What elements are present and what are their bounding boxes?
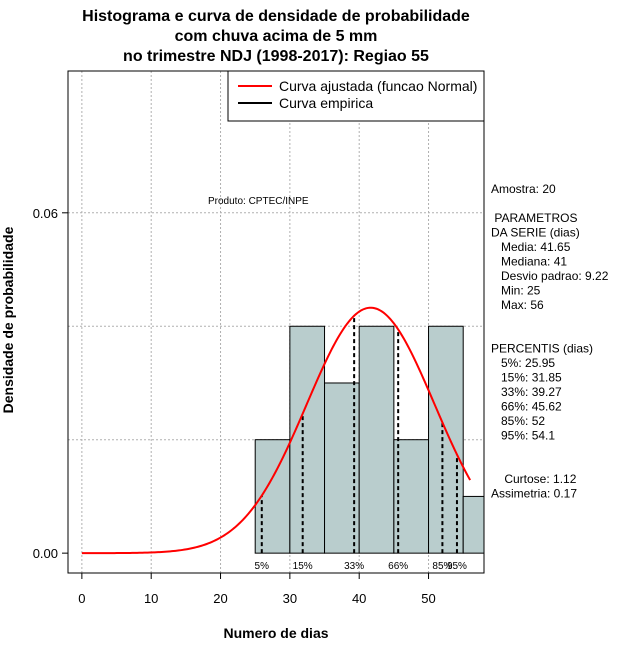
stats-line: PARAMETROS <box>491 211 577 225</box>
stats-line: Assimetria: 0.17 <box>491 487 577 501</box>
x-tick-label: 10 <box>144 591 158 606</box>
percentile-label: 33% <box>344 561 364 572</box>
stats-line: 33%: 39.27 <box>491 385 562 399</box>
stats-line: 5%: 25.95 <box>491 356 555 370</box>
stats-line: Mediana: 41 <box>491 255 567 269</box>
x-tick-label: 40 <box>352 591 366 606</box>
legend-label-empirical: Curva empirica <box>279 95 373 111</box>
x-tick-label: 0 <box>78 591 85 606</box>
y-tick-label: 0.06 <box>33 206 58 221</box>
histogram-bar <box>289 325 326 554</box>
stats-line: Media: 41.65 <box>491 240 571 254</box>
percentile-label: 66% <box>388 561 408 572</box>
stats-line: 15%: 31.85 <box>491 371 562 385</box>
stats-line: 66%: 45.62 <box>491 400 562 414</box>
histogram-bar <box>428 325 464 554</box>
legend-label-normal: Curva ajustada (funcao Normal) <box>279 78 477 94</box>
legend: Curva ajustada (funcao Normal) Curva emp… <box>227 70 485 122</box>
stats-line: Max: 56 <box>491 298 544 312</box>
chart-title-line-1: Histograma e curva de densidade de proba… <box>82 8 470 25</box>
normal-fit-curve <box>81 306 472 555</box>
percentile-label: 5% <box>255 561 270 572</box>
x-axis-title: Numero de dias <box>223 625 328 641</box>
stats-line: Desvio padrao: 9.22 <box>491 269 609 283</box>
stats-line: 95%: 54.1 <box>491 429 555 443</box>
y-axis: 0.00 0.06 <box>33 206 68 561</box>
chart-title-line-2: com chuva acima de 5 mm <box>175 28 378 45</box>
percentile-label: 95% <box>447 561 467 572</box>
histogram-bar <box>358 325 395 554</box>
percentile-label: 15% <box>293 561 313 572</box>
chart-title: Histograma e curva de densidade de proba… <box>82 8 470 65</box>
histogram-bar <box>462 495 485 554</box>
y-tick-label: 0.00 <box>33 546 58 561</box>
percentile-label: 85% <box>432 561 452 572</box>
stats-line: PERCENTIS (dias) <box>491 342 593 356</box>
stats-line: Curtose: 1.12 <box>491 472 577 486</box>
x-axis: 0 10 20 30 40 50 <box>78 572 436 606</box>
stats-line: Min: 25 <box>491 284 541 298</box>
percentile-lines: 5% 15% 33% 66% 85%95% <box>255 315 467 572</box>
chart-title-line-3: no trimestre NDJ (1998-2017): Regiao 55 <box>123 48 429 65</box>
x-tick-label: 50 <box>421 591 435 606</box>
legend-box <box>227 70 485 122</box>
stats-line: Amostra: 20 <box>491 182 556 196</box>
stats-line: DA SERIE (dias) <box>491 226 580 240</box>
y-axis-title: Densidade de probabilidade <box>0 226 16 413</box>
product-label: Produto: CPTEC/INPE <box>208 196 309 207</box>
x-tick-label: 30 <box>283 591 297 606</box>
x-tick-label: 20 <box>213 591 227 606</box>
stats-line: 85%: 52 <box>491 414 545 428</box>
